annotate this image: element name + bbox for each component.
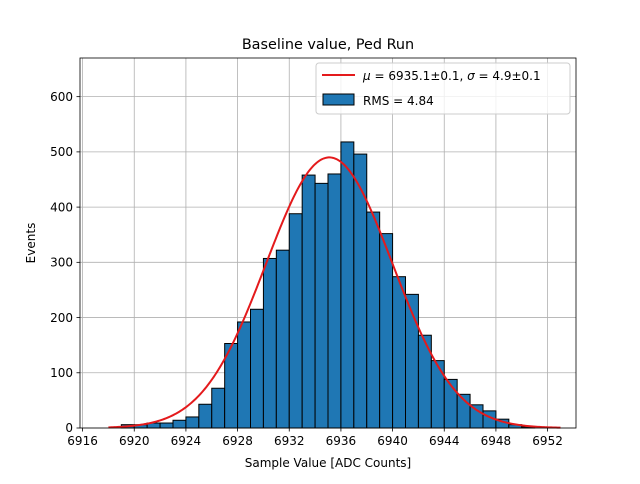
axes-frame (79, 57, 577, 429)
y-tick-label: 100 (50, 366, 73, 380)
x-tick-label: 6932 (274, 434, 305, 448)
histogram-bar (237, 321, 251, 429)
histogram-bar (430, 360, 445, 429)
histogram-bar (443, 378, 458, 429)
x-axis-ticks: 6916 6920 6924 6928 6932 6936 6940 6944 6948 6952 (67, 428, 563, 448)
y-axis-label: Events (24, 223, 38, 264)
legend-box (315, 62, 571, 115)
histogram-bar (211, 387, 226, 429)
legend: μ = 6935.1±0.1, σ = 4.9±0.1 RMS = 4.84 (315, 62, 571, 115)
y-tick-label: 600 (50, 90, 73, 104)
x-tick-label: 6940 (377, 434, 408, 448)
histogram-bar (314, 182, 329, 429)
legend-sigma-value: = 4.9±0.1 (475, 69, 541, 83)
y-tick-label: 0 (65, 421, 73, 435)
histogram-bar (198, 403, 213, 429)
y-tick-label: 300 (50, 256, 73, 270)
legend-mu-value: = 6935.1±0.1, (371, 69, 467, 83)
x-tick-label: 6924 (171, 434, 202, 448)
histogram-bar (379, 233, 394, 429)
chart-title: Baseline value, Ped Run (242, 37, 414, 53)
x-axis-label: Sample Value [ADC Counts] (245, 456, 411, 470)
legend-mu-symbol: μ (362, 69, 371, 83)
histogram-bar (288, 213, 303, 429)
histogram-bar (262, 257, 277, 429)
y-tick-label: 400 (50, 200, 73, 214)
histogram-bar (366, 211, 381, 429)
x-tick-label: 6916 (67, 434, 98, 448)
x-tick-label: 6920 (119, 434, 150, 448)
gaussian-fit-curve (108, 156, 561, 429)
legend-hist-label: RMS = 4.84 (363, 94, 434, 108)
x-tick-label: 6944 (429, 434, 460, 448)
x-tick-label: 6936 (326, 434, 357, 448)
histogram-bar (185, 416, 200, 429)
y-tick-label: 500 (50, 145, 73, 159)
histogram-bar (340, 141, 355, 429)
histogram-bars (120, 141, 536, 429)
legend-hist-swatch (322, 93, 355, 106)
histogram-bar (469, 404, 484, 429)
histogram-bar (392, 276, 407, 429)
x-tick-label: 6928 (222, 434, 253, 448)
histogram-bar (250, 308, 264, 429)
y-axis-ticks: 0 100 200 300 400 500 600 (50, 90, 80, 435)
histogram-bar (327, 173, 342, 429)
fit-layer (108, 156, 561, 429)
x-tick-label: 6948 (481, 434, 512, 448)
legend-sigma-symbol: σ (467, 69, 475, 83)
histogram-bar (275, 249, 290, 429)
legend-fit-label: μ = 6935.1±0.1, σ = 4.9±0.1 (362, 69, 541, 83)
x-tick-label: 6952 (532, 434, 563, 448)
y-tick-label: 200 (50, 311, 73, 325)
histogram-bar (172, 419, 187, 429)
histogram-bar (301, 174, 316, 429)
histogram-bar (159, 422, 174, 429)
